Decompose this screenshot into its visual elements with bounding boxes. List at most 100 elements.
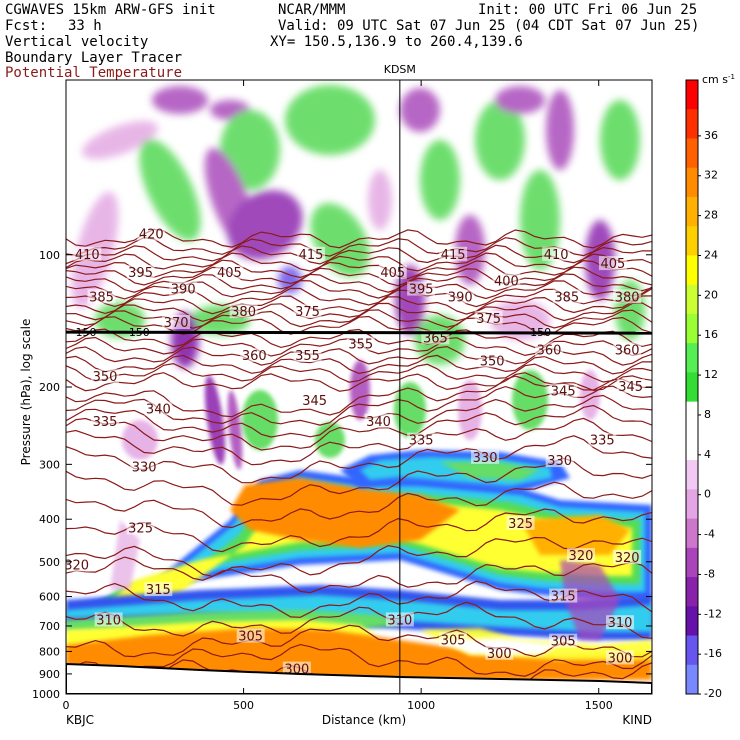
theta-label-bg xyxy=(552,289,581,304)
theta-label: 305 xyxy=(551,635,576,650)
theta-label: 335 xyxy=(93,415,118,430)
theta-label-bg xyxy=(240,347,269,362)
theta-label: 420 xyxy=(139,228,164,243)
theta-label-bg xyxy=(91,413,120,428)
theta-label: 345 xyxy=(302,394,327,409)
theta-label: 375 xyxy=(295,305,320,320)
theta-contour xyxy=(66,394,652,438)
theta-label: 375 xyxy=(476,312,501,327)
theta-label: 405 xyxy=(217,266,242,281)
colorbar-tick-label: -20 xyxy=(704,687,722,700)
theta-contour xyxy=(66,252,652,272)
y-tick-label: 1000 xyxy=(32,688,60,701)
theta-label-bg xyxy=(282,661,311,676)
theta-contour xyxy=(66,417,652,466)
theta-label: 335 xyxy=(409,434,434,449)
theta-label: 300 xyxy=(608,651,633,666)
theta-label: 340 xyxy=(366,415,391,430)
theta-contour xyxy=(66,273,652,293)
theta-label: 345 xyxy=(551,385,576,400)
colorbar-swatch xyxy=(686,577,698,607)
theta-label: 330 xyxy=(547,454,572,469)
theta-label: 325 xyxy=(508,517,533,532)
theta-label: 410 xyxy=(75,248,100,263)
theta-label-bg xyxy=(542,246,571,261)
colorbar-swatch xyxy=(686,430,698,461)
right-endpoint-label: KIND xyxy=(622,713,652,727)
colorbar-swatch xyxy=(686,255,698,286)
theta-contour xyxy=(66,508,652,553)
colorbar-tick-label: -4 xyxy=(704,528,715,541)
colorbar-swatch xyxy=(686,489,698,520)
theta-label: 395 xyxy=(409,283,434,298)
y-axis-ticks: 100 200 300 400 500 600 700 800 900 1000 xyxy=(32,249,652,701)
colorbar-tick-label: -8 xyxy=(704,567,715,580)
colorbar-unit: cm s-1 xyxy=(702,73,735,86)
theta-label-bg xyxy=(126,264,155,279)
colorbar-tick-label: 28 xyxy=(704,209,718,222)
colorbar-swatch xyxy=(686,226,698,256)
theta-label: 365 xyxy=(423,331,448,346)
theta-contour xyxy=(66,279,652,300)
theta-label: 345 xyxy=(618,380,643,395)
colorbar-swatch xyxy=(686,664,698,695)
theta-label: 400 xyxy=(494,274,519,289)
theta-label-bg xyxy=(407,281,436,296)
theta-contour xyxy=(66,481,652,529)
model-title: CGWAVES 15km ARW-GFS init xyxy=(5,2,216,18)
theta-label: 350 xyxy=(93,370,118,385)
y-axis-title: Pressure (hPa), log scale xyxy=(19,319,33,466)
theta-contour xyxy=(66,601,652,639)
theta-label: 330 xyxy=(132,460,157,475)
theta-contour xyxy=(66,362,652,383)
theta-label: 335 xyxy=(590,434,615,449)
colorbar-tick-label: 8 xyxy=(704,408,711,421)
colorbar-swatch xyxy=(686,547,698,578)
colorbar-swatch xyxy=(686,138,698,169)
theta-label: 320 xyxy=(615,551,640,566)
theta-label: 340 xyxy=(146,402,171,417)
theta-contour xyxy=(66,259,652,280)
colorbar-swatch xyxy=(686,80,698,110)
colorbar-swatch xyxy=(686,343,698,373)
theta-contour xyxy=(66,404,652,451)
forecast-hour: 33 h xyxy=(68,18,102,34)
colorbar: 36 32 28 24 20 16 12 8 4 0 -4 -8 -12 -16 -20 xyxy=(685,79,722,700)
y-tick-label: 700 xyxy=(39,620,60,633)
valid-time: Valid: 09 UTC Sat 07 Jun 25 (04 CDT Sat … xyxy=(278,18,700,34)
theta-label-bg xyxy=(73,246,102,261)
theta-label: 320 xyxy=(569,549,594,564)
theta-label-bg xyxy=(606,650,635,665)
theta-label-bg xyxy=(144,401,173,416)
y-tick-label: 300 xyxy=(39,458,60,471)
theta-label: 310 xyxy=(96,613,121,628)
theta-label-bg xyxy=(94,612,123,627)
y-tick-label: 800 xyxy=(39,645,60,658)
colorbar-tick-label: 4 xyxy=(704,448,711,461)
theta-label-bg xyxy=(492,273,521,288)
colorbar-swatch xyxy=(686,460,698,490)
theta-label-bg xyxy=(407,432,436,447)
theta-label: 310 xyxy=(608,616,633,631)
colorbar-tick-label: 0 xyxy=(704,488,711,501)
theta-label: 405 xyxy=(380,266,405,281)
colorbar-swatch xyxy=(686,313,698,344)
theta-label: 360 xyxy=(242,349,267,364)
colorbar-swatch xyxy=(686,518,698,549)
theta-label: 390 xyxy=(171,283,196,298)
theta-label: 415 xyxy=(441,248,466,263)
x-tick-label: 0 xyxy=(63,699,70,712)
theta-label: 380 xyxy=(615,290,640,305)
theta-label-bg xyxy=(549,588,578,603)
y-tick-label: 400 xyxy=(39,513,60,526)
theta-label-bg xyxy=(606,615,635,630)
colorbar-swatch xyxy=(686,109,698,139)
theta-label: 380 xyxy=(231,305,256,320)
theta-label-bg xyxy=(439,632,468,647)
y-tick-label: 600 xyxy=(39,591,60,604)
left-endpoint-label: KBJC xyxy=(66,713,94,727)
theta-label: 390 xyxy=(448,290,473,305)
colorbar-swatch xyxy=(686,635,698,666)
